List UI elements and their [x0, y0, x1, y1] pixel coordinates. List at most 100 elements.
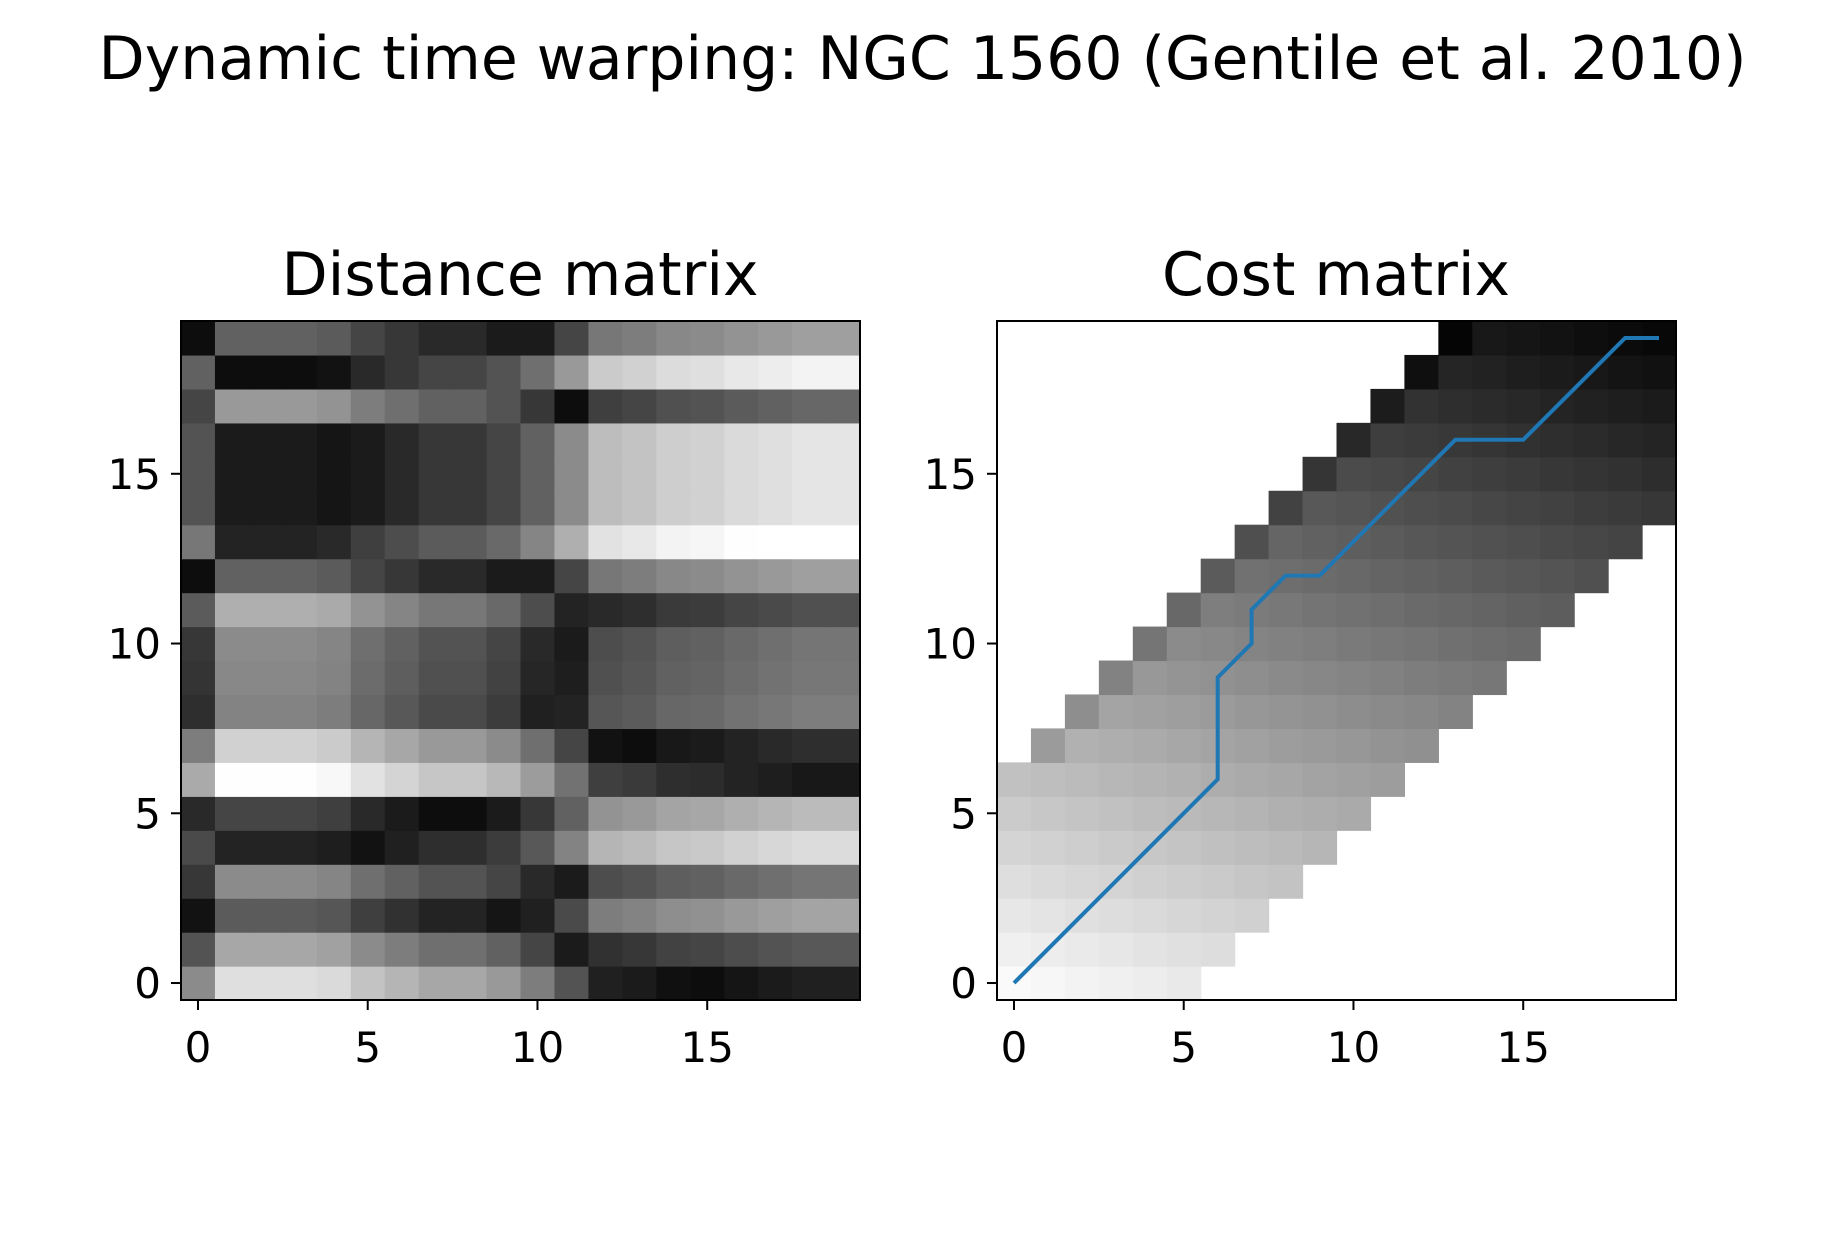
- distance-cell: [826, 490, 861, 526]
- distance-cell: [588, 354, 623, 390]
- distance-cell: [622, 796, 657, 831]
- distance-cell: [588, 796, 623, 831]
- distance-cell: [181, 932, 216, 967]
- distance-cell: [826, 660, 861, 696]
- distance-cell: [384, 388, 420, 424]
- distance-cell: [690, 422, 725, 458]
- distance-cell: [554, 660, 589, 696]
- cost-cell: [1166, 592, 1202, 628]
- distance-cell: [554, 830, 589, 865]
- distance-cell: [486, 966, 522, 1001]
- distance-cell: [690, 388, 725, 424]
- cost-cell: [997, 762, 1032, 797]
- cost-cell: [1336, 422, 1372, 458]
- distance-cell: [554, 490, 589, 526]
- distance-cell: [452, 456, 488, 492]
- distance-cell: [384, 592, 420, 628]
- distance-cell: [554, 321, 589, 356]
- x-tick-label: 5: [1170, 1023, 1197, 1072]
- distance-cell: [181, 321, 216, 356]
- distance-cell: [724, 490, 759, 526]
- distance-cell: [248, 694, 284, 729]
- distance-cell: [316, 388, 352, 424]
- cost-cell: [1370, 422, 1405, 458]
- distance-cell: [690, 728, 725, 763]
- cost-cell: [1540, 592, 1575, 628]
- distance-cell: [826, 388, 861, 424]
- distance-cell: [724, 422, 759, 458]
- distance-cell: [486, 762, 522, 797]
- cost-cell: [1098, 796, 1134, 831]
- distance-cell: [486, 660, 522, 696]
- cost-cell: [1540, 558, 1575, 594]
- distance-cell: [181, 422, 216, 458]
- cost-cell: [1132, 932, 1168, 967]
- cost-cell: [1200, 830, 1236, 865]
- distance-cell: [588, 728, 623, 763]
- distance-cell: [248, 966, 284, 1001]
- distance-cell: [758, 796, 793, 831]
- distance-cell: [282, 898, 318, 933]
- distance-cell: [282, 660, 318, 696]
- distance-cell: [316, 898, 352, 933]
- distance-cell: [656, 354, 691, 390]
- cost-cell: [1438, 592, 1473, 628]
- x-tick-label: 10: [1327, 1023, 1380, 1072]
- cost-cell: [1404, 626, 1439, 662]
- distance-cell: [282, 354, 318, 390]
- distance-cell: [690, 932, 725, 967]
- distance-cell: [214, 932, 250, 967]
- cost-cell: [1200, 864, 1236, 899]
- distance-cell: [452, 796, 488, 831]
- distance-cell: [486, 898, 522, 933]
- distance-cell: [350, 796, 386, 831]
- cost-cell: [1336, 626, 1372, 662]
- cost-cell: [1234, 728, 1270, 763]
- distance-cell: [316, 524, 352, 560]
- distance-cell: [418, 796, 454, 831]
- cost-cell: [997, 796, 1032, 831]
- distance-cell: [690, 592, 725, 628]
- distance-cell: [350, 660, 386, 696]
- cost-matrix-panel: Cost matrix 0 5 10 15 0 5 10 15: [924, 240, 1677, 1072]
- distance-cell: [656, 626, 691, 662]
- distance-cell: [384, 796, 420, 831]
- distance-cell: [826, 728, 861, 763]
- distance-cell: [452, 388, 488, 424]
- distance-cell: [282, 796, 318, 831]
- distance-cell: [350, 321, 386, 356]
- distance-cell: [622, 422, 657, 458]
- distance-cell: [826, 864, 861, 899]
- distance-cell: [758, 422, 793, 458]
- cost-cell: [1064, 694, 1100, 729]
- cost-cell: [1098, 660, 1134, 696]
- cost-cell: [1472, 524, 1507, 560]
- distance-cell: [282, 456, 318, 492]
- cost-cell: [1064, 728, 1100, 763]
- cost-cell: [1302, 694, 1338, 729]
- cost-cell: [1506, 354, 1541, 390]
- distance-cell: [384, 626, 420, 662]
- distance-cell: [656, 321, 691, 356]
- distance-cell: [656, 830, 691, 865]
- cost-cell: [1132, 694, 1168, 729]
- distance-matrix-axes-frame: [180, 320, 861, 1001]
- distance-cell: [418, 558, 454, 594]
- distance-cell: [758, 558, 793, 594]
- distance-cell: [792, 932, 827, 967]
- distance-cell: [622, 762, 657, 797]
- distance-cell: [826, 321, 861, 356]
- distance-cell: [452, 321, 488, 356]
- cost-cell: [1608, 422, 1643, 458]
- cost-cell: [1438, 388, 1473, 424]
- distance-cell: [622, 932, 657, 967]
- cost-cell: [1166, 830, 1202, 865]
- distance-cell: [350, 354, 386, 390]
- distance-cell: [384, 762, 420, 797]
- distance-cell: [792, 830, 827, 865]
- distance-cell: [418, 490, 454, 526]
- cost-cell: [997, 864, 1032, 899]
- cost-cell: [1404, 660, 1439, 696]
- cost-cell: [997, 932, 1032, 967]
- cost-cell: [1098, 728, 1134, 763]
